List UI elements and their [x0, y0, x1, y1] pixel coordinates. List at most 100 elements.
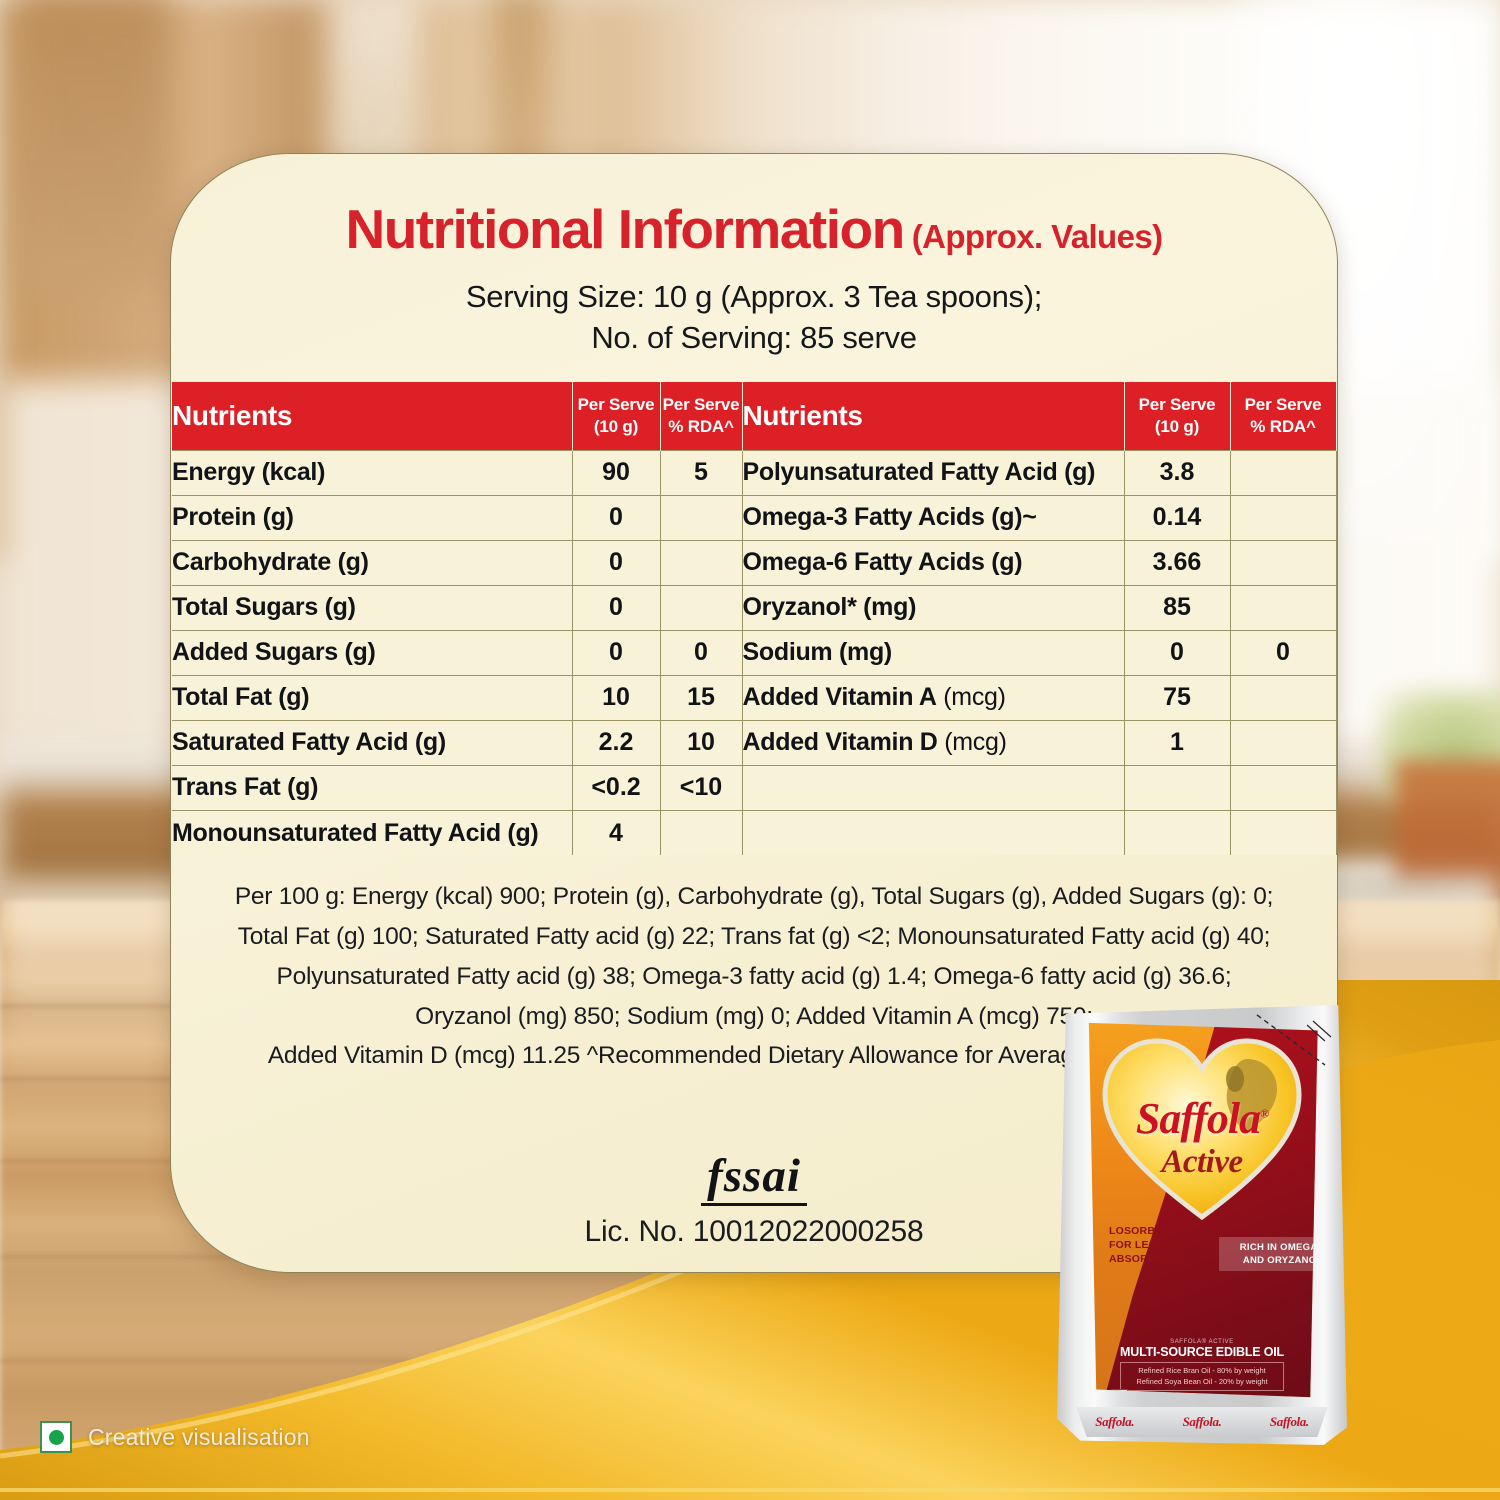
cell-nutrient-name-left: Protein (g)	[172, 494, 573, 541]
cell-per-serve-left: 0	[572, 539, 661, 586]
background-cabinet-left	[20, 0, 170, 290]
pack-omega-l2: AND ORYZANOL'	[1242, 1255, 1326, 1267]
cell-per-serve-right: 0.14	[1124, 494, 1231, 541]
cell-per-serve-right: 1	[1124, 719, 1231, 766]
pack-seal-text-3: Saffola.	[1269, 1414, 1309, 1429]
fssai-license-number: Lic. No. 10012022000258	[584, 1215, 924, 1249]
cell-rda-left: 10	[660, 719, 743, 766]
cell-rda-left: 0	[660, 629, 743, 676]
cell-nutrient-name-right: Oryzanol* (mg)	[742, 584, 1125, 631]
pack-variant-name: Active	[1161, 1144, 1243, 1180]
serving-size-line: Serving Size: 10 g (Approx. 3 Tea spoons…	[465, 279, 1043, 314]
table-row: Saturated Fatty Acid (g) 2.2 10 Added Vitam…	[172, 719, 1337, 766]
cell-rda-left	[660, 584, 743, 631]
cell-rda-right: 0	[1230, 629, 1337, 676]
cell-rda-left: 15	[660, 674, 743, 721]
pack-brand-name: Saffola®	[1135, 1094, 1269, 1143]
table-row: Added Sugars (g) 0 0 Sodium (mg) 0 0	[172, 629, 1337, 676]
veg-symbol-icon	[40, 1421, 72, 1453]
cell-nutrient-name-left: Added Sugars (g)	[172, 629, 573, 676]
nutrition-card: Nutritional Information (Approx. Values) …	[170, 153, 1338, 1273]
cell-per-serve-right: 75	[1124, 674, 1231, 721]
cell-nutrient-name-right: Added Vitamin D (mcg)	[742, 719, 1125, 766]
cell-per-serve-right: 3.66	[1124, 539, 1231, 586]
page-title: Nutritional Information (Approx. Values)	[171, 202, 1337, 257]
cell-per-serve-left: 10	[572, 674, 661, 721]
heart-logo-icon	[1102, 1038, 1302, 1221]
cell-nutrient-name-left: Total Fat (g)	[172, 674, 573, 721]
pack-bottom-seal-strip: Saffola. Saffola. Saffola.	[1076, 1407, 1328, 1437]
table-row: Energy (kcal) 90 5 Polyunsaturated Fatty Ac…	[172, 449, 1337, 496]
cell-rda-right	[1230, 539, 1337, 586]
cell-per-serve-left: 0	[572, 629, 661, 676]
header-per-serve-left-l2: (10 g)	[593, 417, 639, 437]
pack-front-label: Saffola® Active LOSORB⁽⁾ FOR LESS OIL AB…	[1088, 1022, 1318, 1398]
header-nutrients-left: Nutrients	[172, 382, 573, 451]
title-main: Nutritional Information	[345, 198, 905, 260]
header-rda-left: Per Serve % RDA^	[660, 382, 743, 451]
cell-rda-left: <10	[660, 764, 743, 811]
header-rda-left-l2: % RDA^	[668, 417, 734, 437]
header-rda-left-l1: Per Serve	[662, 395, 740, 415]
pack-losorb-l3: ABSORPTION'	[1109, 1253, 1184, 1266]
header-per-serve-left: Per Serve (10 g)	[572, 382, 661, 451]
header-rda-right-l2: % RDA^	[1250, 417, 1316, 437]
cell-nutrient-name-left: Carbohydrate (g)	[172, 539, 573, 586]
product-pack-saffola-active: Saffola® Active LOSORB⁽⁾ FOR LESS OIL AB…	[1057, 1005, 1347, 1445]
cell-nutrient-name-right: Polyunsaturated Fatty Acid (g)	[742, 449, 1125, 496]
cell-per-serve-left: 2.2	[572, 719, 661, 766]
pack-blend-box: Refined Rice Bran Oil - 80% by weight Re…	[1120, 1362, 1284, 1391]
cell-nutrient-name-left: Trans Fat (g)	[172, 764, 573, 811]
cell-per-serve-left: 4	[572, 809, 661, 856]
cell-rda-right	[1230, 764, 1337, 811]
cell-nutrient-name-left: Total Sugars (g)	[172, 584, 573, 631]
table-row: Monounsaturated Fatty Acid (g) 4	[172, 809, 1337, 856]
header-rda-right: Per Serve % RDA^	[1230, 382, 1337, 451]
serving-info: Serving Size: 10 g (Approx. 3 Tea spoons…	[171, 276, 1337, 358]
header-per-serve-left-l1: Per Serve	[577, 395, 655, 415]
cell-per-serve-left: 0	[572, 494, 661, 541]
pack-losorb-l2: FOR LESS OIL	[1109, 1239, 1185, 1252]
pack-omega-l1: RICH IN OMEGA 3'	[1239, 1242, 1329, 1253]
nutrition-table: Nutrients Per Serve (10 g) Per Serve % R…	[172, 382, 1337, 856]
creative-visualisation-note: Creative visualisation	[40, 1421, 310, 1453]
table-row: Carbohydrate (g) 0 Omega-6 Fatty Acids (g)…	[172, 539, 1337, 586]
per-100g-line-4: Oryzanol (mg) 850; Sodium (mg) 0; Added …	[415, 1002, 1093, 1030]
cell-rda-right	[1230, 449, 1337, 496]
header-per-serve-right-l1: Per Serve	[1138, 395, 1216, 415]
pack-seal-text-2: Saffola.	[1182, 1414, 1222, 1429]
pack-oil-type: MULTI-SOURCE EDIBLE OIL	[1120, 1345, 1284, 1359]
pack-seal-text-1: Saffola.	[1095, 1414, 1135, 1429]
cell-per-serve-left: 0	[572, 584, 661, 631]
cell-rda-right	[1230, 719, 1337, 766]
per-100g-line-1: Per 100 g: Energy (kcal) 900; Protein (g…	[234, 883, 1274, 911]
cell-nutrient-name-right: Added Vitamin A (mcg)	[742, 674, 1125, 721]
cell-rda-left	[660, 539, 743, 586]
cell-rda-left	[660, 494, 743, 541]
table-row: Total Sugars (g) 0 Oryzanol* (mg) 85	[172, 584, 1337, 631]
cell-per-serve-right: 85	[1124, 584, 1231, 631]
fssai-block: fssai Lic. No. 10012022000258	[171, 1151, 1337, 1249]
cell-rda-left	[660, 809, 743, 856]
cell-per-serve-right: 3.8	[1124, 449, 1231, 496]
cell-nutrient-name-left: Saturated Fatty Acid (g)	[172, 719, 573, 766]
cell-per-serve-right	[1124, 809, 1231, 856]
per-100g-line-3: Polyunsaturated Fatty acid (g) 38; Omega…	[276, 962, 1232, 990]
pack-omega-claim: RICH IN OMEGA 3' AND ORYZANOL'	[1219, 1237, 1329, 1272]
creative-visualisation-label: Creative visualisation	[88, 1423, 310, 1450]
cell-rda-right	[1230, 494, 1337, 541]
pack-bottom-info: SAFFOLA® ACTIVE MULTI-SOURCE EDIBLE OIL …	[1120, 1339, 1284, 1397]
table-body: Energy (kcal) 90 5 Polyunsaturated Fatty Ac…	[172, 449, 1337, 856]
cell-per-serve-right	[1124, 764, 1231, 811]
cell-per-serve-left: <0.2	[572, 764, 661, 811]
pack-tiny-brand: SAFFOLA® ACTIVE	[1170, 1339, 1234, 1345]
cell-rda-left: 5	[660, 449, 743, 496]
title-approx-values: (Approx. Values)	[911, 218, 1163, 255]
cell-nutrient-name-right: Sodium (mg)	[742, 629, 1125, 676]
cell-nutrient-name-right	[742, 764, 1125, 811]
cell-nutrient-name-right	[742, 809, 1125, 856]
table-row: Protein (g) 0 Omega-3 Fatty Acids (g)~ 0.14	[172, 494, 1337, 541]
pack-blend-l2: Refined Soya Bean Oil - 20% by weight	[1136, 1377, 1268, 1387]
pack-losorb-l1: LOSORB⁽⁾	[1109, 1225, 1161, 1237]
cell-rda-right	[1230, 674, 1337, 721]
